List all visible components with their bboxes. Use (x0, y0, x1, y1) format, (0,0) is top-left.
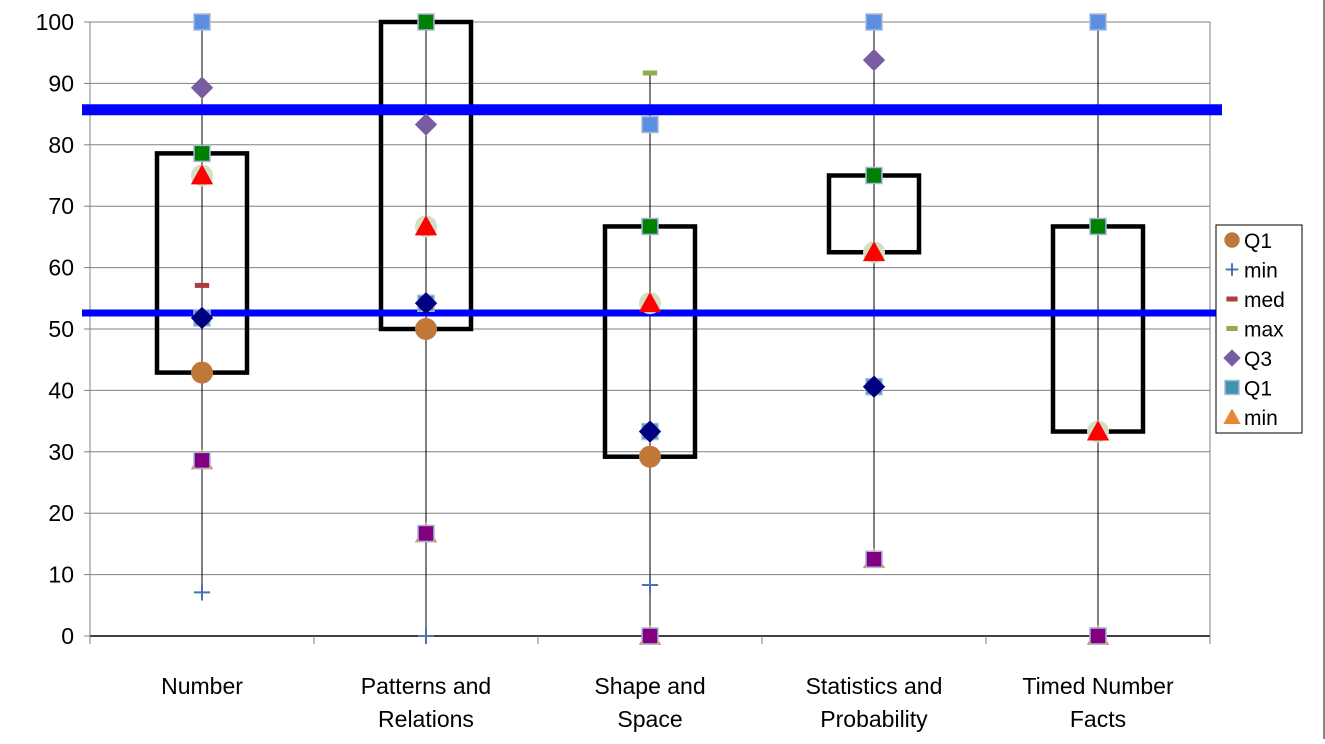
legend-label: med (1244, 289, 1285, 312)
legend-label: Q1 (1244, 378, 1272, 401)
y-tick-label: 30 (48, 439, 74, 465)
x-tick-label: Facts (1070, 706, 1126, 732)
x-tick-label: Probability (820, 706, 928, 732)
legend-marker (1224, 232, 1240, 248)
data-point-marker (1089, 217, 1107, 236)
data-point-marker (193, 584, 211, 601)
data-point-marker (641, 217, 659, 236)
data-point-marker (642, 70, 658, 76)
data-point-marker (1089, 13, 1107, 31)
x-tick-label: Relations (378, 706, 474, 732)
y-tick-label: 100 (36, 9, 74, 35)
data-point-marker (417, 627, 435, 645)
data-point-marker (641, 115, 659, 134)
y-tick-label: 60 (48, 255, 74, 281)
legend-label: Q1 (1244, 230, 1272, 253)
data-point-marker (417, 524, 435, 543)
y-tick-label: 80 (48, 132, 74, 158)
legend-marker (1223, 349, 1241, 367)
x-tick-label: Shape and (594, 673, 705, 699)
data-point-marker (194, 282, 210, 288)
legend-marker (1223, 408, 1241, 424)
data-point-marker (414, 215, 438, 236)
y-tick-label: 90 (48, 70, 74, 96)
data-point-marker (1089, 627, 1107, 645)
legend-marker (1225, 263, 1239, 276)
x-tick-label: Statistics and (806, 673, 943, 699)
data-point-marker (865, 13, 883, 31)
data-point-marker (414, 292, 438, 315)
data-point-marker (641, 576, 659, 594)
data-point-marker (417, 13, 435, 31)
data-point-marker (193, 451, 211, 470)
data-point-marker (641, 627, 659, 645)
y-tick-label: 70 (48, 193, 74, 219)
data-markers (190, 13, 1110, 645)
data-point-marker (862, 48, 886, 72)
data-point-marker (638, 420, 662, 443)
data-point-marker (193, 144, 211, 163)
data-point-marker (190, 76, 214, 99)
legend-marker (1224, 379, 1240, 396)
legend: Q1 min med max Q3 Q1 min (1215, 224, 1303, 434)
data-point-marker (639, 445, 661, 468)
y-tick-label: 0 (61, 623, 74, 649)
data-point-marker (862, 375, 886, 398)
data-point-marker (414, 113, 438, 136)
data-point-marker (865, 166, 883, 185)
y-tick-label: 20 (48, 500, 74, 526)
x-tick-label: Timed Number (1022, 673, 1174, 699)
x-tick-label: Space (617, 706, 682, 732)
data-point-marker (638, 292, 662, 313)
x-tick-label: Patterns and (361, 673, 491, 699)
data-point-marker (415, 318, 437, 340)
legend-label: max (1244, 319, 1284, 342)
legend-label: min (1244, 260, 1278, 283)
y-tick-label: 10 (48, 562, 74, 588)
y-tick-label: 40 (48, 377, 74, 403)
legend-label: Q3 (1244, 348, 1272, 371)
data-point-marker (193, 13, 211, 31)
data-point-marker (190, 164, 214, 185)
x-tick-label: Number (161, 673, 243, 699)
legend-marker (1226, 296, 1238, 302)
legend-label: min (1244, 407, 1278, 430)
tick-labels: 0 10 20 30 40 50 60 70 80 90 100 Number Patterns and… (36, 9, 1174, 732)
legend-marker (1226, 326, 1238, 331)
data-point-marker (1086, 420, 1110, 441)
data-point-marker (190, 306, 214, 330)
data-point-marker (191, 361, 213, 384)
data-point-marker (862, 241, 886, 262)
window-edge (1323, 0, 1325, 739)
data-point-marker (865, 550, 883, 568)
y-tick-label: 50 (48, 316, 74, 342)
